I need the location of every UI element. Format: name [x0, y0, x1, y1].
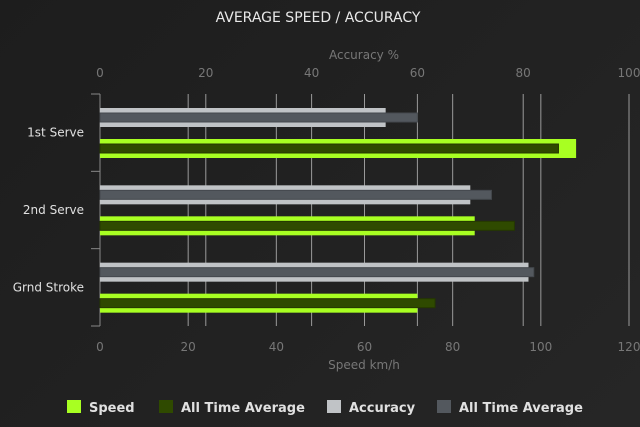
top-tick-label: 40 — [304, 66, 319, 80]
legend-swatch — [159, 400, 173, 413]
legend-swatch — [437, 400, 451, 413]
bottom-tick-label: 120 — [618, 340, 640, 354]
category-label: 2nd Serve — [23, 203, 84, 217]
bottom-axis-label: Speed km/h — [328, 358, 400, 372]
speed-average-bar — [99, 143, 559, 154]
accuracy-average-bar — [99, 267, 535, 278]
bottom-tick-label: 20 — [181, 340, 196, 354]
chart-title: AVERAGE SPEED / ACCURACY — [216, 10, 421, 26]
top-tick-label: 60 — [410, 66, 425, 80]
top-axis-label: Accuracy % — [329, 48, 399, 62]
bottom-tick-label: 40 — [269, 340, 284, 354]
category-label: Grnd Stroke — [13, 280, 84, 294]
speed-average-bar — [99, 298, 436, 309]
legend-label: Speed — [89, 401, 135, 416]
legend-swatch — [327, 400, 341, 413]
legend-label: All Time Average — [181, 401, 305, 416]
bottom-tick-label: 0 — [96, 340, 104, 354]
category-label: 1st Serve — [27, 126, 84, 140]
speed-average-bar — [99, 220, 515, 231]
legend-label: All Time Average — [459, 401, 583, 416]
bottom-tick-label: 100 — [529, 340, 552, 354]
top-tick-label: 0 — [96, 66, 104, 80]
bottom-tick-label: 60 — [357, 340, 372, 354]
top-tick-label: 80 — [516, 66, 531, 80]
legend-swatch — [67, 400, 81, 413]
legend-label: Accuracy — [349, 401, 416, 416]
accuracy-average-bar — [99, 112, 418, 123]
top-tick-label: 100 — [618, 66, 640, 80]
accuracy-average-bar — [99, 189, 492, 200]
top-tick-label: 20 — [198, 66, 213, 80]
bottom-tick-label: 80 — [445, 340, 460, 354]
